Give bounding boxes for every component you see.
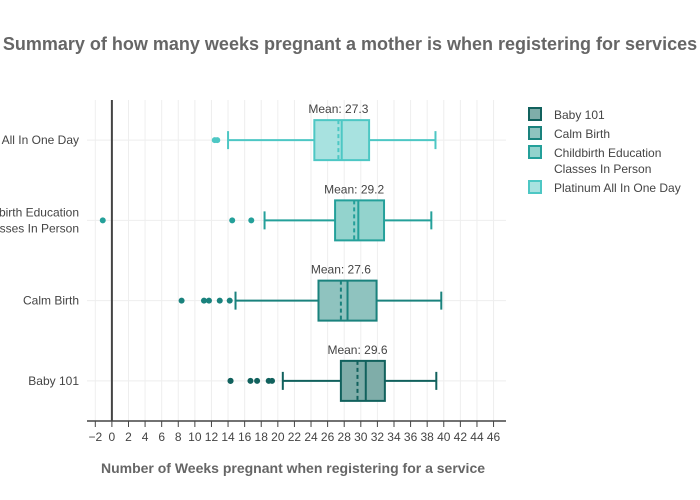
x-tick-label: 6 [158,430,165,444]
x-tick-label: 20 [271,430,285,444]
legend-item-baby-101[interactable]: Baby 101 [528,107,605,122]
y-category-label: lasses In Person [0,221,79,235]
outlier-point [178,297,185,304]
outlier-point [216,297,223,304]
grid-layer [87,100,506,421]
x-tick-label: 8 [175,430,182,444]
x-axis: −2 0 2 4 6 8 10 12 14 16 18 20 22 24 26 28 30 32 34 36 38 40 4… [87,420,506,444]
x-tick-label: 42 [454,430,468,444]
x-tick-label: −2 [88,430,102,444]
box-baby-101: Mean: 29.6 [227,343,438,402]
outlier-point [254,377,261,384]
chart-title: Summary of how many weeks pregnant a mot… [3,34,697,54]
x-tick-label: 46 [487,430,501,444]
legend-label: Baby 101 [554,108,605,122]
plot-area: Mean: 29.6 Mean: 27.6 Mean: 29.2 Mean: 27.3 [99,102,443,402]
x-tick-label: 2 [125,430,132,444]
y-category-label: All In One Day [2,133,79,147]
legend-swatch [528,107,542,121]
legend-item-calm-birth[interactable]: Calm Birth [528,126,610,141]
legend-swatch [528,180,542,194]
x-tick-label: 12 [205,430,219,444]
x-tick-label: 44 [470,430,484,444]
outlier-point [229,217,236,224]
outlier-point [200,297,207,304]
x-axis-title: Number of Weeks pregnant when registerin… [101,460,485,476]
mean-annotation: Mean: 27.3 [308,102,368,116]
box-calm-birth: Mean: 27.6 [178,263,443,322]
iqr-box [334,199,386,242]
outlier-point [226,297,233,304]
outlier-point [248,217,255,224]
outlier-point [205,297,212,304]
x-tick-label: 4 [142,430,149,444]
legend[interactable]: Baby 101 Calm Birth Childbirth Education Cl… [528,107,681,195]
y-axis-categories: Baby 101 Calm Birth ildbirth Education lass… [0,133,79,388]
x-tick-label: 34 [387,430,401,444]
x-tick-label: 32 [371,430,385,444]
x-tick-label: 28 [338,430,352,444]
x-tick-label: 22 [288,430,302,444]
x-tick-label: 38 [420,430,434,444]
y-category-label: Calm Birth [23,294,79,308]
outlier-point [99,217,106,224]
x-tick-label: 40 [437,430,451,444]
legend-label: Classes In Person [554,162,651,176]
legend-swatch [528,126,542,140]
iqr-box [339,359,386,402]
outlier-point [227,377,234,384]
mean-annotation: Mean: 29.6 [327,343,387,357]
legend-label: Platinum All In One Day [554,181,681,195]
x-tick-label: 24 [304,430,318,444]
x-tick-label: 0 [109,430,116,444]
box-childbirth-education-classes-in-person: Mean: 29.2 [99,182,433,242]
legend-swatch [528,145,542,159]
legend-label: Calm Birth [554,127,610,141]
x-tick-label: 36 [404,430,418,444]
outlier-point [269,377,276,384]
x-tick-label: 14 [221,430,235,444]
legend-label: Childbirth Education [554,146,661,160]
x-tick-label: 30 [354,430,368,444]
y-category-label: ildbirth Education [0,205,79,219]
mean-annotation: Mean: 29.2 [324,182,384,196]
legend-item-childbirth-education-classes-in-person[interactable]: Childbirth Education Classes In Person [528,145,661,176]
x-tick-label: 18 [255,430,269,444]
y-category-label: Baby 101 [28,374,79,388]
legend-item-platinum-all-in-one-day[interactable]: Platinum All In One Day [528,180,681,195]
x-tick-label: 10 [188,430,202,444]
mean-annotation: Mean: 27.6 [311,263,371,277]
outlier-point [247,377,254,384]
x-tick-label: 16 [238,430,252,444]
box-platinum-all-in-one-day: Mean: 27.3 [211,102,437,162]
x-tick-label: 26 [321,430,335,444]
outlier-point [214,137,221,144]
